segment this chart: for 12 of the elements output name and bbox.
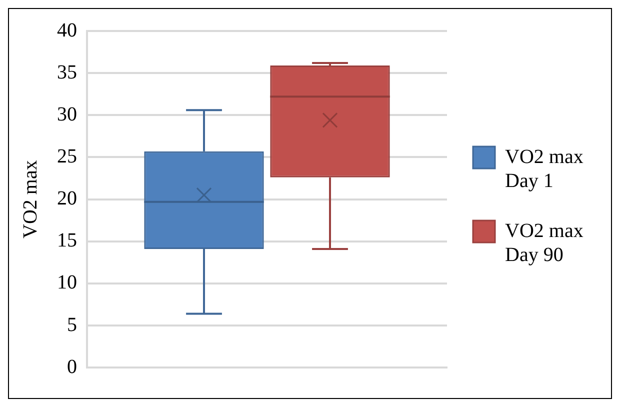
legend-label: VO2 max Day 90: [505, 220, 584, 266]
y-tick-label: 20: [57, 188, 77, 210]
y-tick-label: 10: [57, 272, 77, 294]
y-tick-label: 5: [67, 314, 77, 336]
legend-label: VO2 max Day 1: [505, 146, 584, 192]
y-tick-label: 40: [57, 19, 77, 42]
y-tick-label: 30: [57, 103, 77, 126]
y-tick-label: 15: [57, 230, 77, 252]
y-tick-label: 25: [57, 145, 77, 168]
y-axis-title: VO2 max: [19, 160, 42, 238]
y-tick-label: 35: [57, 61, 77, 84]
y-tick-label: 0: [67, 356, 77, 378]
